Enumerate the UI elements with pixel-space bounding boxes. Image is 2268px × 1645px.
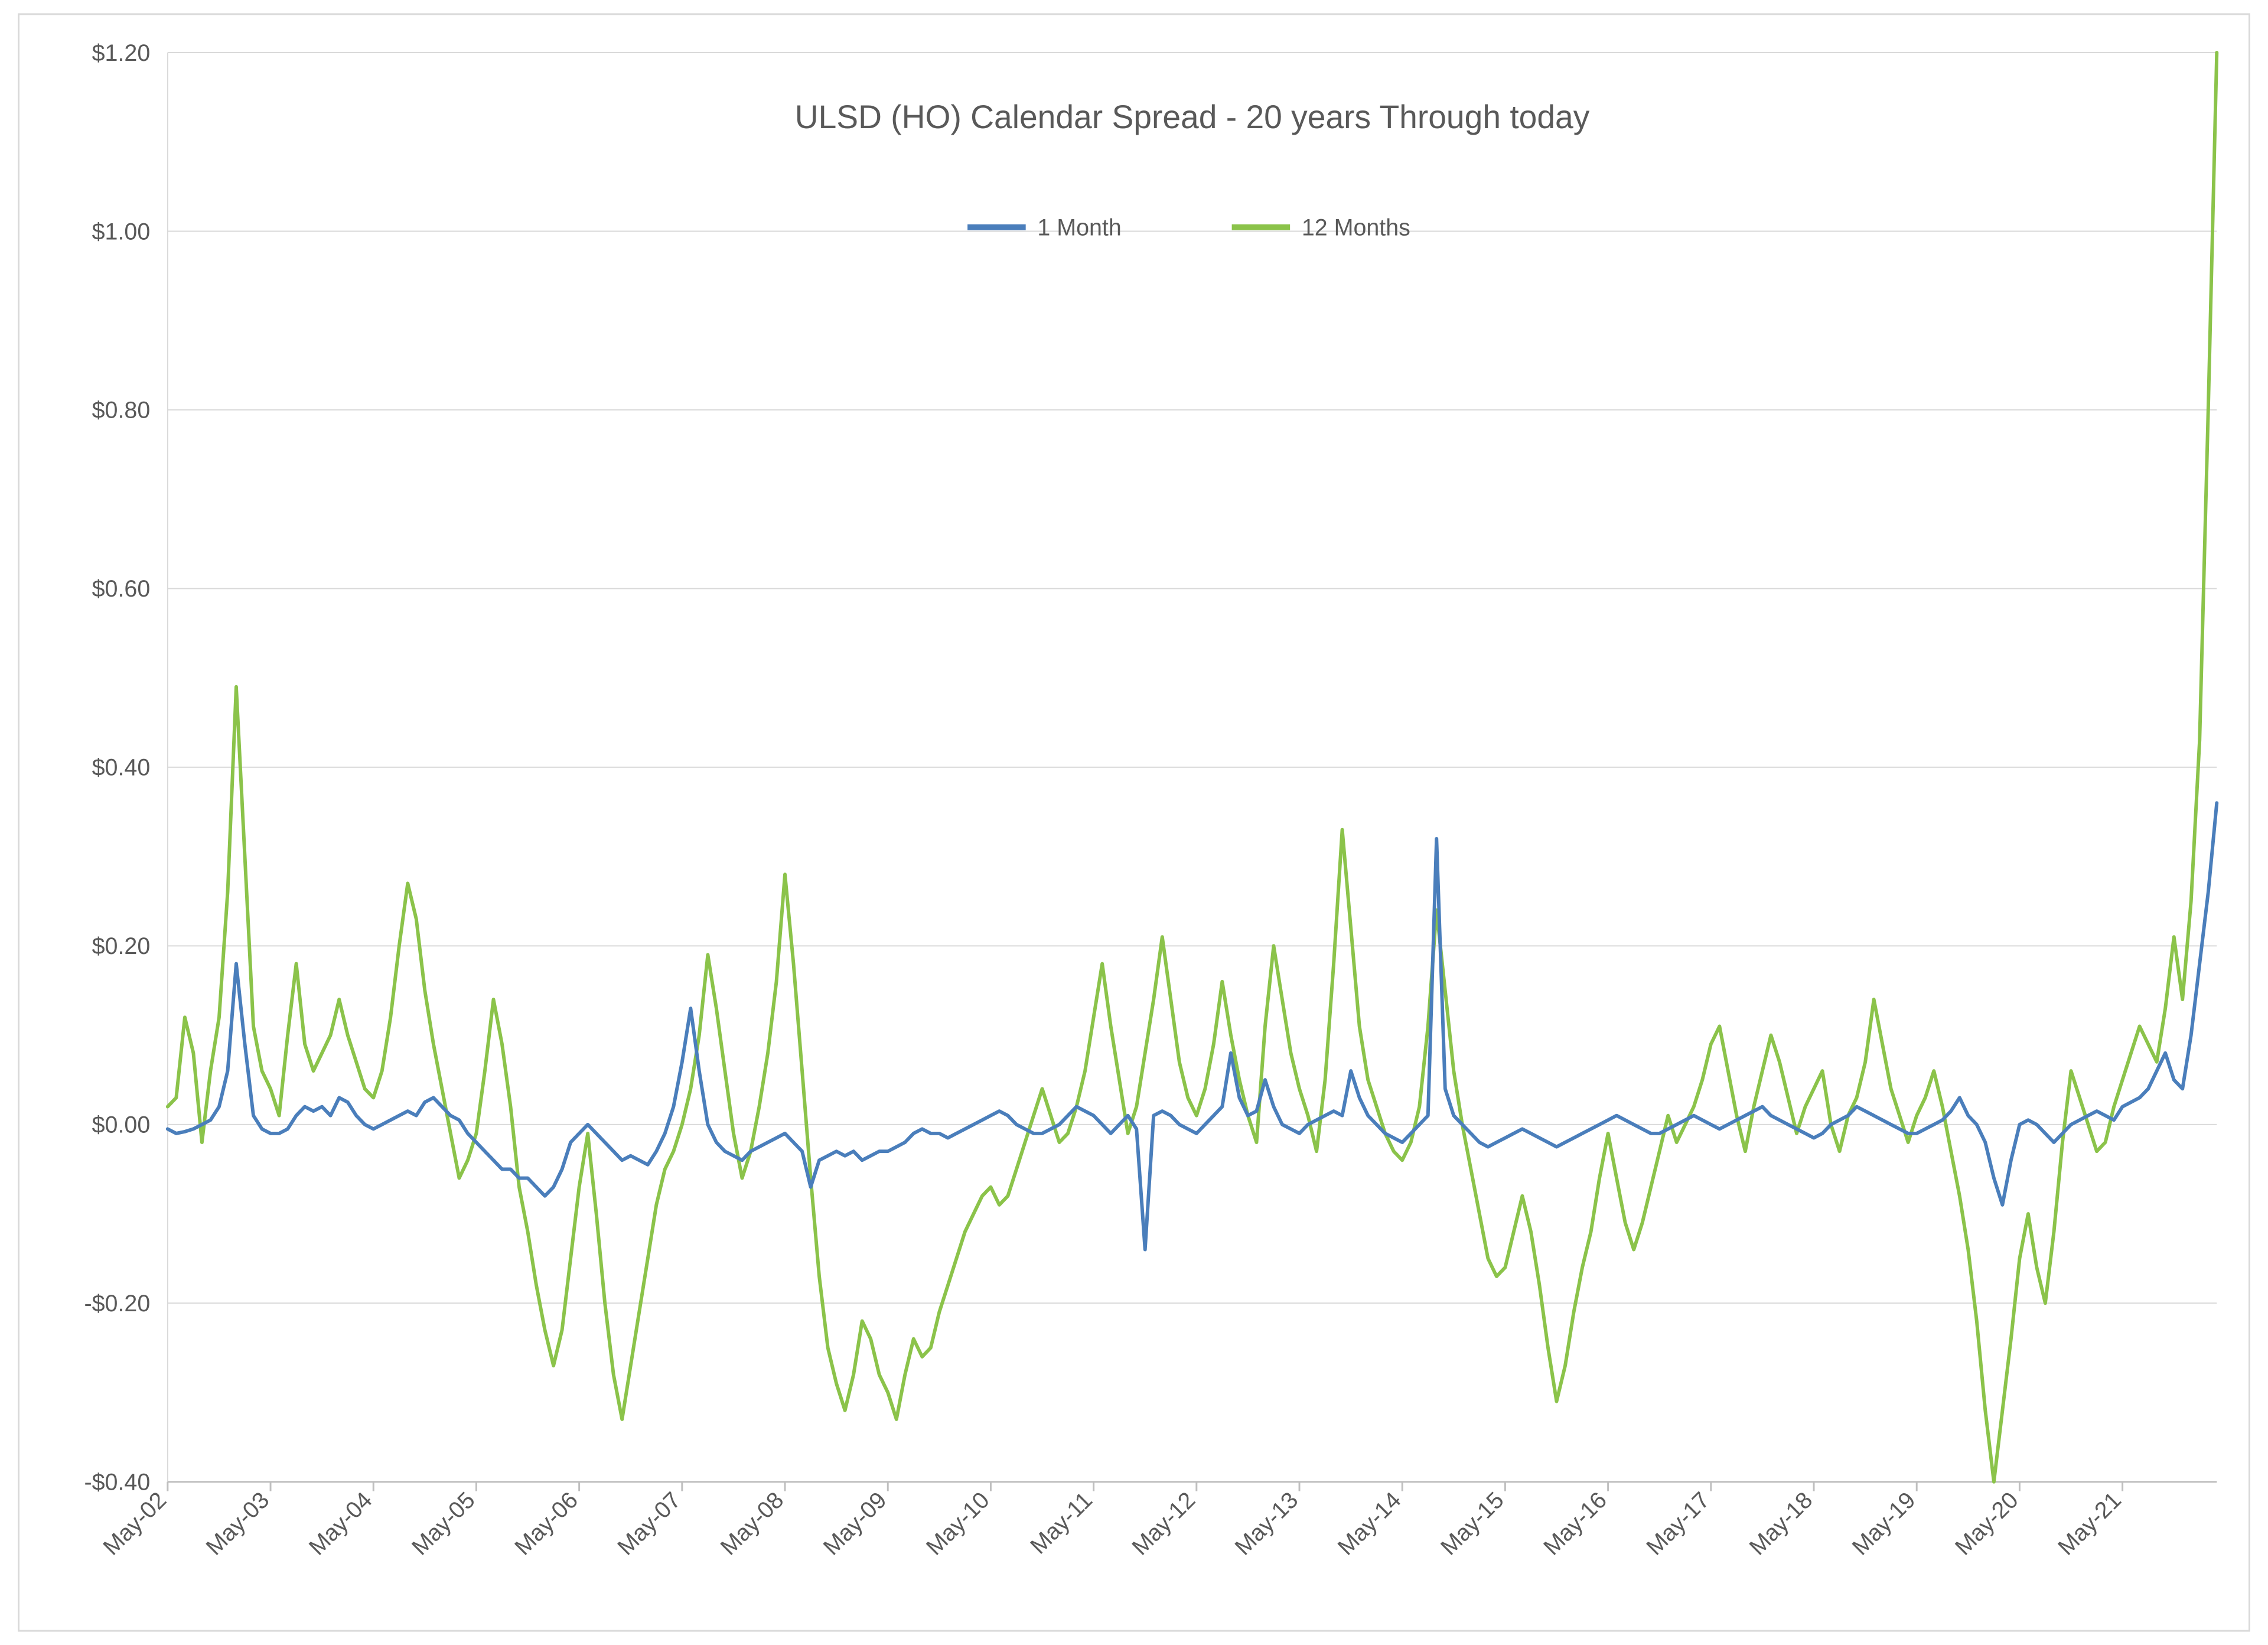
x-axis-tick-label: May-18 [1744, 1487, 1817, 1560]
x-axis-tick-label: May-06 [510, 1487, 583, 1560]
x-axis-tick-label: May-04 [304, 1487, 377, 1560]
chart-outer-border [19, 14, 2250, 1631]
y-axis-tick-label: $0.60 [92, 576, 151, 602]
x-axis-tick-label: May-21 [2053, 1487, 2126, 1560]
legend-label: 12 Months [1302, 214, 1410, 240]
chart-container: -$0.40 -$0.20 $0.00 $0.20 $0.40 $0.60 $0.80 $1.… [0, 0, 2268, 1645]
x-axis-tick-label: May-11 [1025, 1487, 1097, 1559]
x-axis-tick-label: May-20 [1950, 1487, 2023, 1560]
x-axis-tick-label: May-13 [1230, 1487, 1303, 1560]
x-axis-tick-label: May-14 [1333, 1487, 1406, 1560]
chart-title: ULSD (HO) Calendar Spread - 20 years Thr… [795, 99, 1590, 135]
x-axis-tick-label: May-17 [1641, 1487, 1715, 1560]
y-axis-tick-label: $0.80 [92, 398, 151, 424]
x-axis-tick-label: May-12 [1127, 1487, 1200, 1560]
x-axis-tick-label: May-15 [1436, 1487, 1509, 1560]
x-axis-tick-label: May-05 [407, 1487, 480, 1560]
y-axis-tick-label: $0.40 [92, 755, 151, 781]
x-axis-tick-label: May-03 [201, 1487, 274, 1560]
series-line [168, 803, 2217, 1249]
y-axis-tick-label: $0.20 [92, 933, 151, 959]
y-axis-tick-label: -$0.40 [84, 1470, 151, 1496]
x-axis-tick-label: May-02 [98, 1487, 171, 1560]
y-axis-tick-label: $0.00 [92, 1112, 151, 1138]
x-axis-tick-label: May-10 [921, 1487, 995, 1560]
x-axis-tick-label: May-08 [715, 1487, 788, 1560]
y-axis-tick-label: -$0.20 [84, 1291, 151, 1317]
x-axis-tick-label: May-07 [612, 1487, 686, 1560]
line-chart: -$0.40 -$0.20 $0.00 $0.20 $0.40 $0.60 $0.80 $1.… [12, 12, 2256, 1633]
legend-label: 1 Month [1037, 214, 1121, 240]
y-axis-tick-label: $1.20 [92, 40, 151, 66]
y-axis-tick-label: $1.00 [92, 219, 151, 245]
x-axis-tick-label: May-19 [1847, 1487, 1921, 1560]
x-axis-tick-label: May-09 [819, 1487, 892, 1560]
x-axis-tick-label: May-16 [1539, 1487, 1612, 1560]
